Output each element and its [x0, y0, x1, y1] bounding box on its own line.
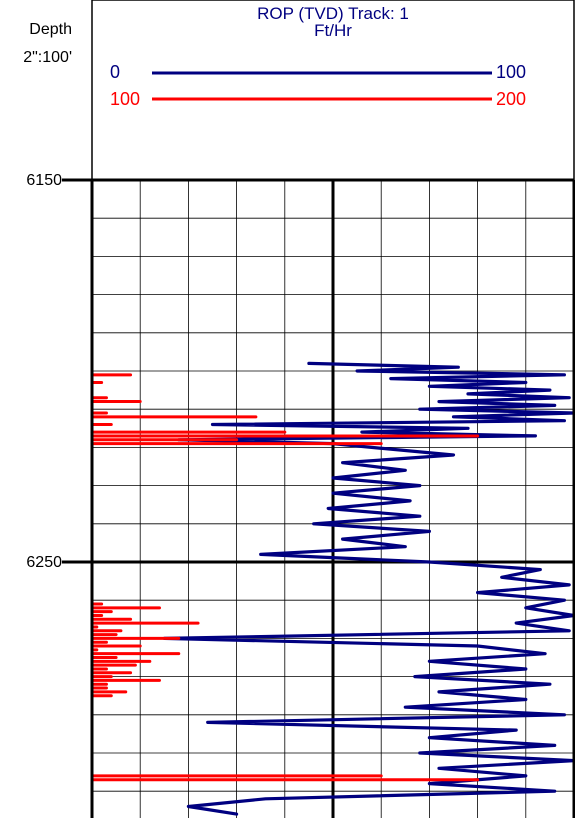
depth-label-6150: 6150 [26, 172, 62, 189]
depth-header-title: Depth [29, 21, 72, 38]
depth-scale-label: 2":100' [23, 49, 72, 66]
track-header-box [91, 0, 575, 181]
red-scale-min: 100 [110, 89, 141, 109]
red-scale-max: 200 [496, 89, 527, 109]
blue-scale-min: 0 [110, 62, 121, 82]
depth-label-6250: 6250 [26, 554, 62, 571]
track-unit: Ft/Hr [314, 21, 352, 40]
track-title: ROP (TVD) Track: 1 [257, 4, 409, 23]
blue-scale-max: 100 [496, 62, 527, 82]
